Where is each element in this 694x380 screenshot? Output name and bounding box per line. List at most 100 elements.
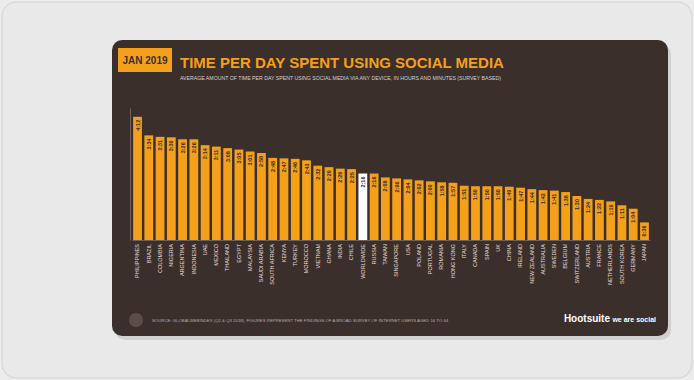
category-label: MEXICO [213, 243, 219, 265]
x-tick: CANADA [472, 240, 478, 267]
category-label: BRAZIL [146, 244, 152, 263]
x-tick: SWEDEN [551, 240, 557, 268]
category-label: NEW ZEALAND [529, 244, 535, 284]
x-tick: AUSTRIA [585, 240, 591, 268]
category-label: MOROCCO [303, 243, 309, 273]
x-tick: GERMANY [630, 240, 636, 272]
category-label: MALAYSIA [247, 244, 253, 271]
data-label: 1:57 [450, 186, 456, 197]
bar [415, 180, 424, 240]
bar [313, 166, 322, 240]
category-label: GHANA [326, 244, 332, 264]
category-label: EGYPT [236, 243, 242, 262]
bar [494, 186, 503, 240]
bar [516, 188, 525, 240]
x-tick: JAPAN [641, 240, 647, 261]
x-tick: ARGENTINA [179, 240, 185, 276]
category-label: JAPAN [641, 244, 647, 261]
bar [584, 199, 593, 240]
category-label: SWITZERLAND [574, 244, 580, 283]
bar [156, 137, 165, 240]
bar [280, 158, 289, 240]
x-tick: ROMANIA [438, 240, 444, 270]
x-tick: INDONESIA [191, 240, 197, 274]
data-label: 1:30 [574, 199, 580, 210]
bar [449, 183, 458, 240]
x-tick: BELGIUM [562, 240, 568, 269]
logo-hootsuite: Hootsuite [564, 313, 611, 324]
data-label: 2:04 [405, 181, 411, 193]
category-label: HONG KONG [450, 244, 456, 278]
bar [404, 179, 413, 240]
x-tick: FRANCE [596, 240, 602, 267]
bars [133, 117, 649, 240]
category-label: SWEDEN [551, 244, 557, 268]
x-tick: GHANA [326, 240, 332, 264]
data-label: 1:22 [596, 203, 602, 214]
x-tick: SOUTH AFRICA [269, 240, 275, 285]
category-label: UAE [202, 244, 208, 256]
data-label: 3:01 [247, 155, 253, 166]
data-label: 1:24 [585, 201, 591, 213]
data-label: 1:41 [551, 194, 557, 205]
logo-we-are-social: we are social [611, 316, 656, 323]
data-label: 1:44 [529, 191, 535, 203]
bar [618, 205, 627, 240]
category-label: VIETNAM [315, 244, 321, 269]
data-label: 2:16 [371, 177, 377, 188]
bar [381, 177, 390, 240]
bar [629, 209, 638, 240]
data-label: 1:38 [563, 195, 569, 206]
data-label: 1:04 [630, 211, 636, 223]
category-label: RUSSIA [371, 244, 377, 265]
category-label: WORLDWIDE [360, 244, 366, 279]
category-label: COLOMBIA [157, 244, 163, 273]
bar [606, 201, 615, 240]
data-label: 1:50 [484, 189, 490, 200]
x-tick: WORLDWIDE [360, 240, 366, 279]
x-tick: NIGERIA [168, 240, 174, 267]
bar [133, 117, 142, 240]
category-label: AUSTRIA [585, 244, 591, 268]
category-label: ITALY [461, 244, 467, 259]
category-label: USA [405, 244, 411, 256]
bar [527, 189, 536, 240]
data-label: 3:08 [225, 151, 231, 162]
x-tick: COLOMBIA [157, 240, 163, 273]
y-axis [130, 109, 131, 241]
x-tick: TAIWAN [382, 240, 388, 265]
category-label: ARGENTINA [179, 244, 185, 276]
x-tick: UK [495, 240, 501, 252]
bar [144, 135, 153, 240]
data-label: 2:32 [315, 169, 321, 180]
bar [268, 158, 277, 240]
category-label: GERMANY [630, 244, 636, 272]
bar [471, 186, 480, 240]
bar [235, 150, 244, 240]
x-tick: EGYPT [236, 240, 242, 263]
bar [640, 222, 649, 240]
data-label: 2:06 [394, 181, 400, 192]
data-label: 2:48 [270, 161, 276, 172]
bar [223, 148, 232, 240]
data-label: 1:58 [439, 185, 445, 196]
category-label: IRELAND [517, 244, 523, 268]
data-label: 2:43 [304, 163, 310, 174]
data-label: 0:36 [641, 225, 647, 236]
data-label: 2:26 [337, 172, 343, 183]
category-label: CHILE [348, 244, 354, 261]
bar [257, 153, 266, 240]
data-label: 2:02 [416, 183, 422, 194]
x-tick: PORTUGAL [427, 240, 433, 274]
category-label: SAUDI ARABIA [258, 244, 264, 283]
data-label: 2:00 [427, 184, 433, 195]
x-tick: SWITZERLAND [574, 240, 580, 283]
x-tick: BRAZIL [146, 240, 152, 263]
category-label: NETHERLANDS [607, 244, 613, 285]
bar [336, 169, 345, 240]
card [112, 40, 668, 336]
x-tick: TURKEY [292, 240, 298, 266]
data-label: 2:29 [326, 170, 332, 181]
chart-svg: JAN 2019TIME PER DAY SPENT USING SOCIAL … [0, 0, 694, 380]
data-label: 3:30 [168, 140, 174, 151]
